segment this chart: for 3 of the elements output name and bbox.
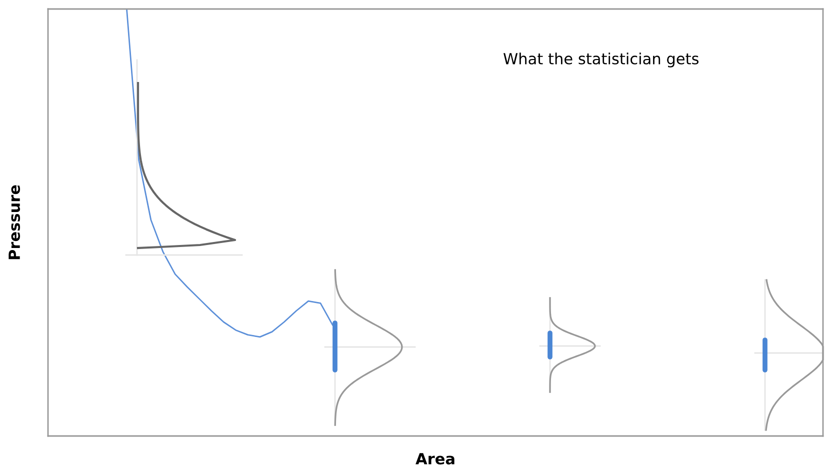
y-axis-title: Pressure: [8, 185, 20, 260]
annotation: What the statistician gets: [504, 52, 699, 68]
x-axis-title: Area: [416, 453, 454, 464]
